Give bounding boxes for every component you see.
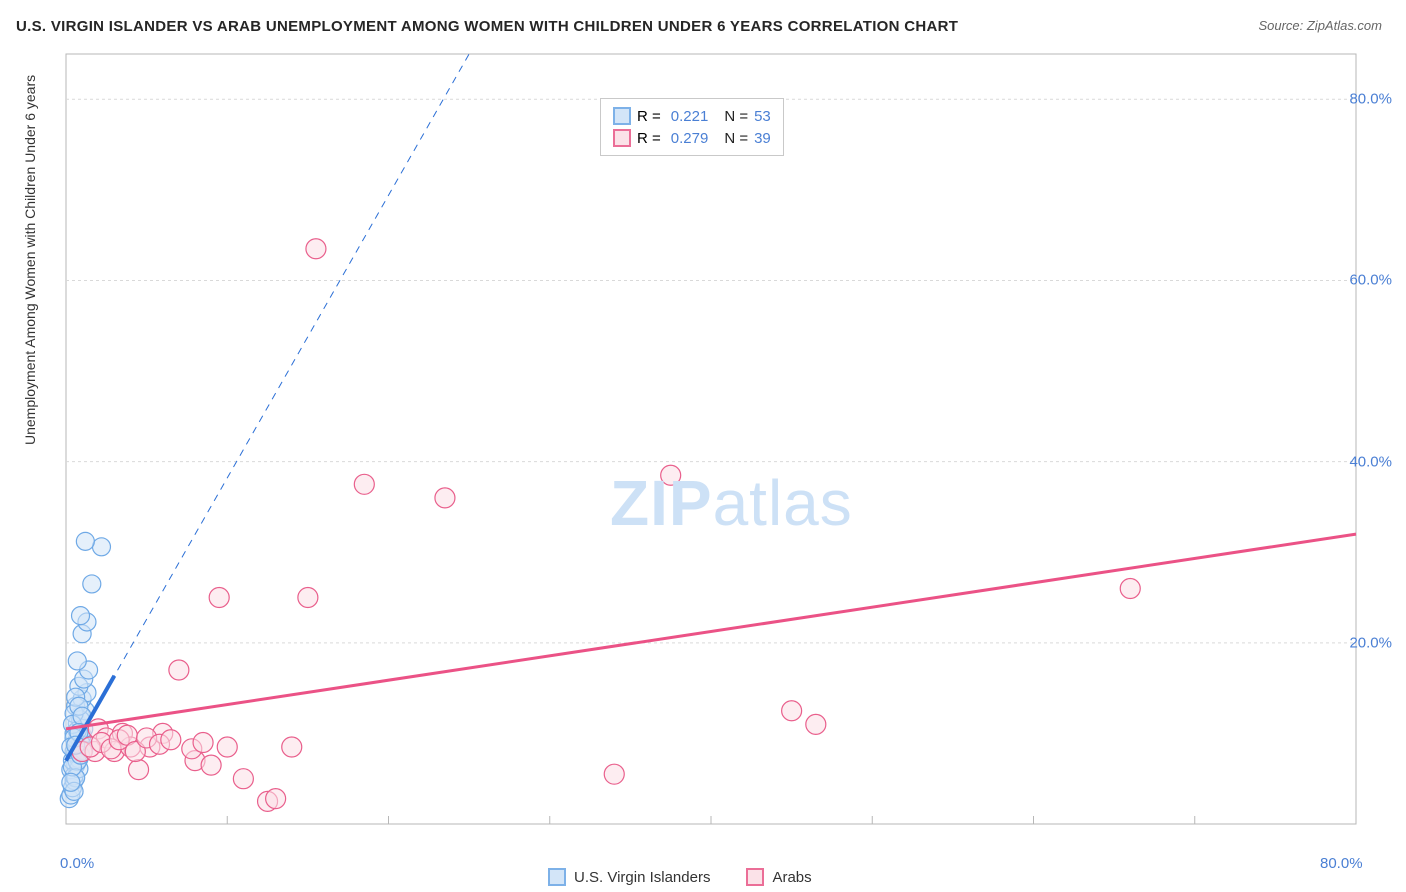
legend-top: R = 0.221 N = 53 R = 0.279 N = 39 [600, 98, 784, 156]
x-tick-label: 0.0% [60, 855, 94, 872]
legend-r-value: 0.279 [671, 130, 709, 147]
y-tick-label: 20.0% [1349, 634, 1392, 651]
source-link[interactable]: ZipAtlas.com [1307, 18, 1382, 33]
legend-r-label: R = [637, 130, 661, 147]
y-tick-label: 40.0% [1349, 453, 1392, 470]
legend-swatch [746, 868, 764, 886]
legend-n-label: N = [724, 130, 748, 147]
chart-title: U.S. VIRGIN ISLANDER VS ARAB UNEMPLOYMEN… [16, 18, 958, 35]
legend-bottom-item: Arabs [746, 868, 811, 886]
legend-n-value: 53 [754, 108, 771, 125]
legend-n-label: N = [724, 108, 748, 125]
legend-top-row: R = 0.279 N = 39 [613, 127, 771, 149]
legend-swatch [613, 129, 631, 147]
legend-swatch [548, 868, 566, 886]
legend-bottom-item: U.S. Virgin Islanders [548, 868, 710, 886]
source-label: Source: [1258, 18, 1306, 33]
legend-n-value: 39 [754, 130, 771, 147]
legend-series-label: Arabs [772, 869, 811, 886]
legend-bottom: U.S. Virgin Islanders Arabs [548, 868, 812, 886]
legend-r-value: 0.221 [671, 108, 709, 125]
x-tick-label: 80.0% [1320, 855, 1363, 872]
legend-swatch [613, 107, 631, 125]
legend-series-label: U.S. Virgin Islanders [574, 869, 710, 886]
y-tick-label: 80.0% [1349, 91, 1392, 108]
source-attribution: Source: ZipAtlas.com [1258, 18, 1382, 33]
legend-r-label: R = [637, 108, 661, 125]
chart-area: ZIPatlas R =0.221N = 53R =0.279N = 39 20… [50, 46, 1390, 846]
scatter-plot [50, 46, 1390, 846]
y-tick-label: 60.0% [1349, 272, 1392, 289]
legend-top-row: R = 0.221 N = 53 [613, 105, 771, 127]
y-axis-label: Unemployment Among Women with Children U… [22, 75, 38, 445]
